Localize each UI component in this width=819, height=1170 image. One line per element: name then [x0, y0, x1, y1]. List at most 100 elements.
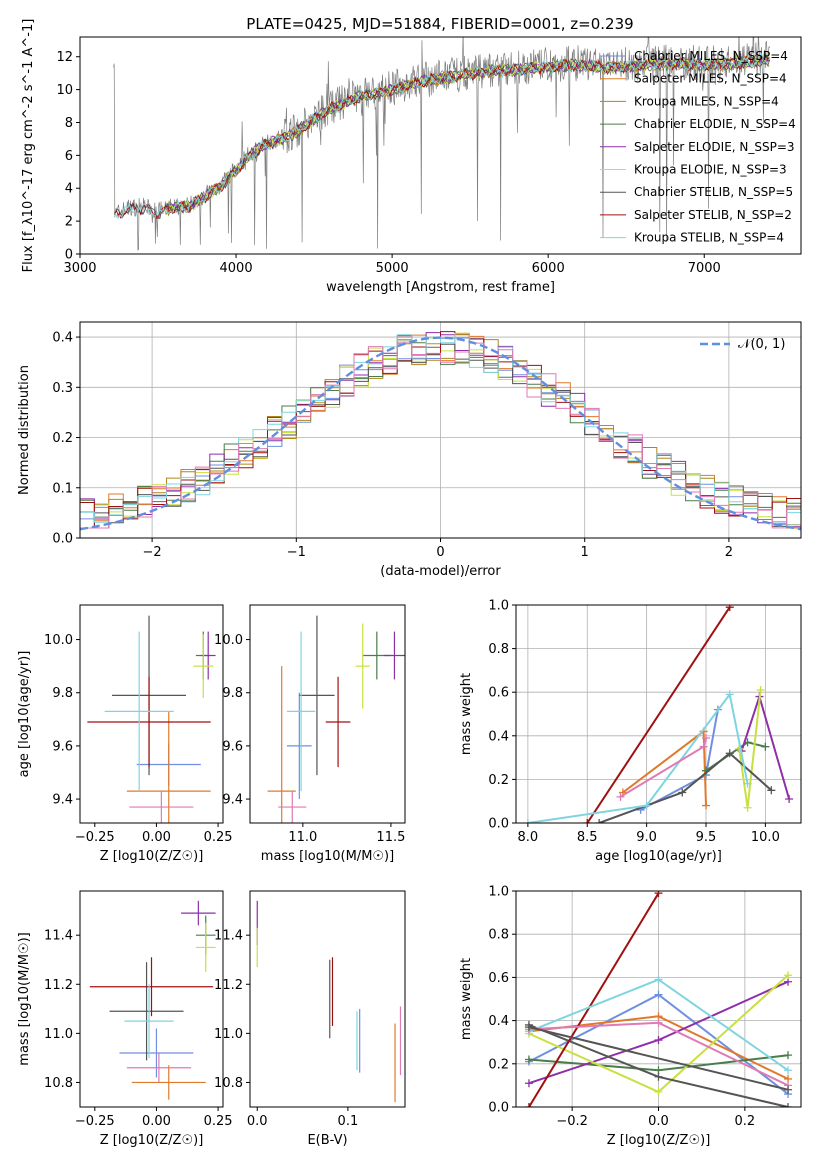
weight_vs_age-ytick-label: 1.0 — [488, 599, 509, 614]
weight_vs_Z-frame — [515, 890, 802, 1108]
mass_vs_Z-marks — [89, 900, 216, 1100]
weight_vs_Z-ytick-label: 0.2 — [488, 1057, 509, 1072]
weight_vs_age-ylabel: mass weight — [459, 673, 474, 755]
weight_vs_Z-ytick-label: 0.8 — [488, 928, 509, 943]
weight_vs_Z-series-marker — [524, 1079, 533, 1088]
spectrum-xlabel: wavelength [Angstrom, rest frame] — [326, 280, 555, 295]
spectrum-legend-label: Kroupa STELIB, N_SSP=4 — [634, 231, 784, 245]
weight_vs_Z-axes — [512, 890, 801, 1111]
age_vs_Z-xtick-label: 0.25 — [204, 830, 233, 845]
weight_vs_age-xtick-label: 10.0 — [751, 830, 780, 845]
spectrum-legend-label: Chabrier ELODIE, N_SSP=4 — [634, 117, 796, 131]
weight_vs_Z-series-line — [528, 892, 660, 1107]
age_vs_mass-xtick-label: 11.0 — [288, 830, 317, 845]
spectrum-xtick-label: 4000 — [220, 261, 253, 276]
residuals-ytick-label: 0.4 — [52, 331, 73, 346]
mass_vs_ebv-ytick-label: 10.8 — [214, 1076, 243, 1091]
age_vs_mass-ytick-label: 9.6 — [222, 739, 243, 754]
residuals-ytick-label: 0.0 — [52, 532, 73, 547]
weight_vs_age-series-line — [598, 751, 772, 823]
age_vs_mass-ytick-label: 9.8 — [222, 686, 243, 701]
figure-title: PLATE=0425, MJD=51884, FIBERID=0001, z=0… — [246, 15, 633, 33]
spectrum-data-line — [113, 37, 770, 251]
age_vs_Z-ytick-label: 9.4 — [52, 793, 73, 808]
age_vs_mass-frame — [249, 604, 406, 824]
spectrum-xtick-label: 6000 — [532, 261, 565, 276]
age_vs_Z-ytick-label: 9.8 — [52, 686, 73, 701]
spectrum-axes — [76, 56, 705, 258]
weight_vs_age-xtick-label: 8.0 — [518, 830, 539, 845]
residuals-ylabel: Normed distribution — [17, 365, 32, 495]
age_vs_mass-axes — [246, 639, 392, 827]
weight_vs_Z-ytick-label: 0.0 — [488, 1101, 509, 1116]
weight_vs_Z-series-marker — [524, 1103, 533, 1107]
residuals-ytick-label: 0.2 — [52, 431, 73, 446]
mass_vs_Z-xtick-label: −0.25 — [75, 1114, 115, 1129]
residuals-frame — [79, 321, 802, 539]
weight_vs_Z-marks — [524, 891, 793, 1107]
weight_vs_age-frame — [515, 604, 802, 824]
mass_vs_Z-ytick-label: 11.2 — [44, 978, 73, 993]
spectrum-ytick-label: 0 — [65, 248, 73, 263]
spectrum-ytick-label: 12 — [56, 50, 73, 65]
mass_vs_ebv-xtick-label: 0.1 — [338, 1114, 359, 1129]
weight_vs_age-series-marker — [725, 690, 734, 699]
weight_vs_age-series-line — [586, 606, 731, 823]
weight_vs_age-series-line — [527, 692, 749, 823]
mass_vs_ebv-ytick-label: 11.2 — [214, 978, 243, 993]
weight_vs_age-series-line — [619, 737, 707, 798]
weight_vs_age-series-marker — [699, 742, 708, 751]
weight_vs_age-series-marker — [743, 803, 752, 812]
weight_vs_age-series-marker — [702, 801, 710, 810]
weight_vs_age-series-marker — [725, 749, 734, 758]
mass_vs_Z-ytick-label: 11.4 — [44, 929, 73, 944]
spectrum-legend-label: Chabrier MILES, N_SSP=4 — [634, 49, 788, 63]
weight_vs_age-series-marker — [743, 779, 752, 788]
weight_vs_Z-series-line — [528, 1026, 789, 1091]
residuals-xtick-label: −1 — [287, 545, 306, 560]
weight_vs_Z-ytick-label: 0.4 — [488, 1014, 509, 1029]
mass_vs_Z-ytick-label: 11.0 — [44, 1027, 73, 1042]
residuals-histogram-series — [80, 341, 801, 529]
weight_vs_Z-xlabel: Z [log10(Z/Z☉)] — [607, 1133, 711, 1148]
residuals-ytick-label: 0.1 — [52, 481, 73, 496]
age_vs_mass-xtick-label: 11.5 — [376, 830, 405, 845]
residuals-xtick-label: −2 — [143, 545, 162, 560]
spectrum-legend-label: Salpeter STELIB, N_SSP=2 — [634, 208, 792, 222]
weight_vs_Z-ytick-label: 1.0 — [488, 885, 509, 900]
age_vs_Z-frame — [79, 604, 224, 824]
spectrum-ytick-label: 2 — [65, 215, 73, 230]
weight_vs_age-series-marker — [616, 792, 625, 801]
weight_vs_Z-series-marker — [654, 891, 663, 898]
spectrum-xtick-label: 7000 — [688, 261, 721, 276]
weight_vs_age-ytick-label: 0.0 — [488, 817, 509, 832]
residuals-normal-curve — [80, 336, 801, 531]
weight_vs_age-xtick-label: 8.5 — [577, 830, 598, 845]
mass_vs_ebv-xtick-label: 0.0 — [247, 1114, 268, 1129]
spectrum-model-line — [114, 53, 771, 220]
mass_vs_Z-ylabel: mass [log10(M/M☉)] — [17, 932, 32, 1065]
mass_vs_Z-frame — [79, 890, 224, 1108]
residuals-xtick-label: 0 — [436, 545, 444, 560]
weight_vs_age-series-marker — [702, 733, 710, 742]
spectrum-ytick-label: 6 — [65, 149, 73, 164]
weight_vs_Z-xtick-label: 0.0 — [648, 1114, 669, 1129]
weight_vs_Z-ytick-label: 0.6 — [488, 971, 509, 986]
age_vs_Z-ylabel: age [log10(age/yr)] — [17, 651, 32, 778]
age_vs_Z-marks — [87, 615, 216, 823]
weight_vs_age-ytick-label: 0.2 — [488, 773, 509, 788]
spectrum-xtick-label: 5000 — [376, 261, 409, 276]
weight_vs_age-xtick-label: 9.5 — [696, 830, 717, 845]
weight_vs_age-series-marker — [678, 788, 687, 797]
weight_vs_age-series-marker — [725, 605, 734, 612]
spectrum-legend-label: Chabrier STELIB, N_SSP=5 — [634, 185, 793, 199]
weight_vs_age-series-marker — [642, 801, 651, 810]
age_vs_mass-ytick-label: 10.0 — [214, 633, 243, 648]
weight_vs_age-ytick-label: 0.4 — [488, 729, 509, 744]
weight_vs_age-xtick-label: 9.0 — [636, 830, 657, 845]
residuals-histogram-series — [80, 333, 801, 526]
weight_vs_Z-series-marker — [654, 1036, 663, 1045]
spectrum-ylabel: Flux [f_λ10^-17 erg cm^-2 s^-1 A^-1] — [21, 19, 36, 273]
weight_vs_age-series-marker — [761, 742, 770, 751]
weight_vs_Z-series-marker — [524, 1055, 533, 1064]
